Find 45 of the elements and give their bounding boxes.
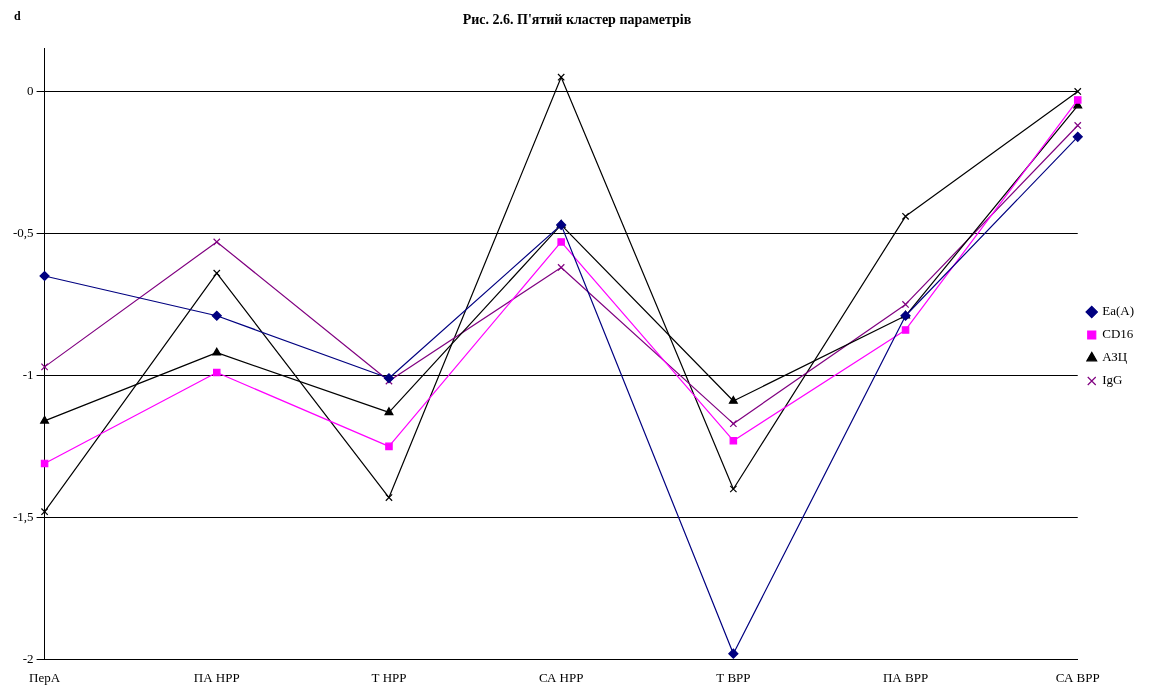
- point: [901, 212, 910, 221]
- point: [729, 436, 738, 445]
- x-tick-label: ПА НРР: [193, 669, 240, 685]
- legend-label: IgG: [1102, 372, 1123, 388]
- chart-title: Рис. 2.6. П'ятий кластер параметрів: [462, 12, 692, 28]
- point: [385, 442, 393, 451]
- point: [40, 415, 50, 424]
- point: [212, 269, 221, 277]
- point: [1073, 121, 1082, 130]
- y-tick-label: -2: [22, 650, 34, 666]
- point: [1073, 87, 1082, 96]
- y-tick-label: -0,5: [12, 224, 34, 240]
- point: [385, 493, 393, 502]
- x-tick-label: ПерА: [29, 669, 61, 685]
- point: [212, 347, 222, 356]
- point: [557, 73, 565, 81]
- point: [901, 326, 910, 334]
- y-tick-label: 0: [27, 82, 34, 98]
- point: [384, 407, 394, 416]
- legend-label: АЗЦ: [1102, 349, 1128, 365]
- point: [212, 238, 221, 246]
- x-tick-label: СА ВРР: [1055, 669, 1100, 685]
- y-axis-title: d: [14, 9, 21, 23]
- x-tick-label: СА НРР: [538, 669, 584, 685]
- point: [40, 507, 49, 516]
- x-tick-label: Т НРР: [371, 669, 407, 685]
- y-tick-label: -1: [22, 366, 34, 382]
- point: [729, 419, 738, 428]
- point: [212, 368, 221, 377]
- legend-label: Ea(A): [1102, 303, 1135, 319]
- x-tick-label: ПА ВРР: [882, 669, 929, 685]
- point: [728, 648, 739, 659]
- point: [40, 363, 49, 371]
- point: [729, 485, 738, 493]
- point: [557, 263, 565, 272]
- point: [383, 373, 395, 384]
- y-tick-label: -1,5: [12, 508, 34, 524]
- x-tick-label: Т ВРР: [716, 669, 751, 685]
- point: [901, 300, 910, 309]
- legend-label: CD16: [1102, 326, 1134, 342]
- point: [557, 238, 565, 246]
- point: [1073, 96, 1082, 104]
- point: [1072, 131, 1083, 142]
- point: [728, 395, 738, 404]
- point: [211, 310, 222, 321]
